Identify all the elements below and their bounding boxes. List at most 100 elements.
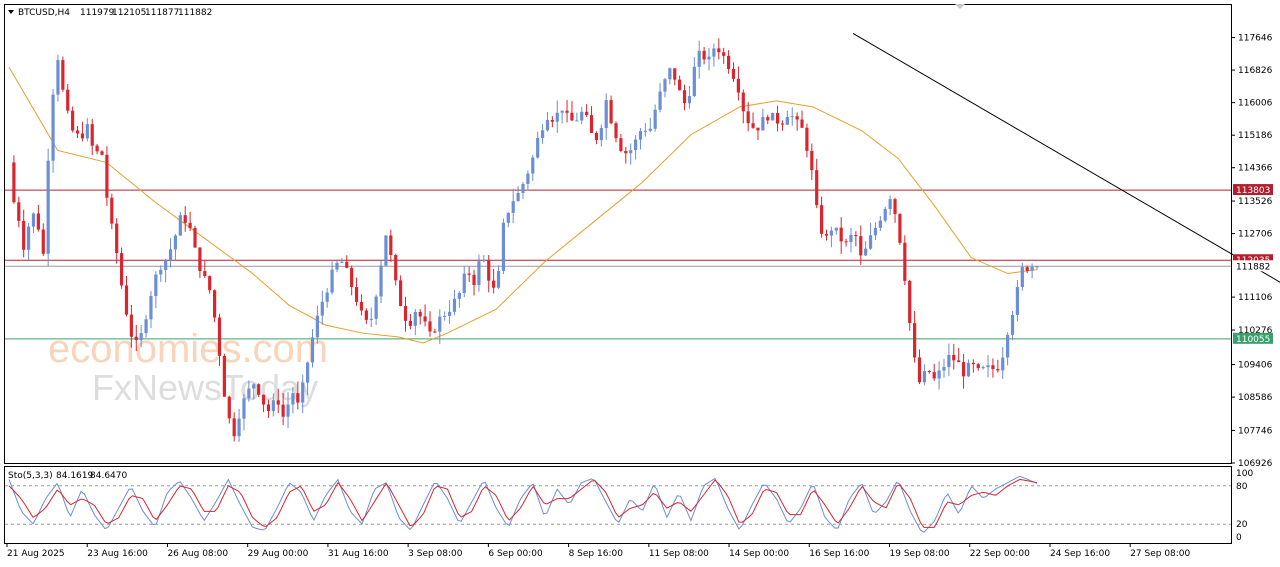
candle-body [80,133,85,139]
price-tick-label: 114366 [1238,164,1273,174]
candle-body [731,68,736,79]
price-tick-label: 106926 [1238,459,1273,469]
candle-body [599,127,603,141]
candle [614,121,618,143]
candle-body [922,371,927,383]
stochastic-signal-line [8,478,1038,528]
level-tag-support: 110055 [1233,332,1273,345]
time-tick-label: 11 Sep 08:00 [649,549,709,559]
ma-line [8,66,1038,344]
symbol-label: BTCUSD,H4 [18,8,70,18]
candle-body [976,364,980,369]
candle [604,93,608,140]
candle [555,100,559,133]
time-tick-label: 14 Sep 00:00 [729,549,789,559]
stochastic-tick-label: 0 [1236,533,1242,543]
candle-body [903,242,907,281]
candle-body [908,280,912,324]
high-value: 112105 [112,8,146,18]
candle-body [555,112,559,122]
candle-body [511,201,515,213]
candle-body [36,213,40,230]
candle [36,204,40,232]
time-tick-label: 6 Sep 00:00 [488,549,543,559]
candle [374,294,378,325]
close-value: 111882 [178,8,212,18]
candle-body [766,117,770,121]
candle-body [917,357,922,383]
trendline[interactable] [852,32,1280,364]
candle [354,277,359,306]
candle-body [913,323,917,358]
time-tick-label: 29 Aug 00:00 [248,549,309,559]
candle-body [22,220,26,250]
candle-body [697,50,701,67]
candle [717,38,721,60]
time-tick-label: 8 Sep 16:00 [569,549,624,559]
candle-body [159,269,163,275]
candle [722,47,726,64]
candle [663,77,667,98]
candle-body [394,255,398,281]
candle-body [986,365,990,368]
candle-body [966,362,971,377]
candle [966,359,971,378]
candle [668,67,672,85]
candle-body [110,197,114,224]
candle-body [981,367,985,369]
candle [472,269,476,296]
low-value: 111877 [145,8,179,18]
downtrend-line[interactable] [852,32,1280,364]
candle [164,258,168,283]
level-tag-box [1233,260,1273,272]
candle-body [961,362,966,377]
candle [986,354,990,378]
level-tag-label: 113803 [1236,186,1270,196]
candle-body [937,370,941,379]
candle [692,57,696,98]
candle [536,131,540,159]
candle [149,291,153,328]
level-tag-label: 110055 [1236,335,1270,345]
candle [144,315,148,338]
candle [981,365,985,370]
candle [540,124,545,144]
candle [619,134,623,153]
price-tick-label: 109406 [1238,361,1273,371]
candle-body [849,234,853,243]
candle-body [56,60,60,95]
candle [301,374,305,414]
candle [810,143,814,180]
candle [633,135,638,160]
candle [315,305,319,344]
candle-body [306,362,310,383]
candle-body [1030,266,1034,271]
candle [242,394,246,431]
candle [208,275,212,294]
price-tick-label: 107746 [1238,426,1273,436]
candle [31,212,36,233]
candle-body [266,404,271,412]
time-tick-label: 19 Sep 08:00 [890,549,950,559]
candle [56,54,60,102]
candle-body [942,367,946,371]
chart-menu-triangle-icon[interactable] [8,10,14,14]
candle-body [340,261,344,263]
candle-body [212,290,217,318]
candle-body [257,384,261,395]
candle-body [178,215,182,236]
candle-body [805,127,809,151]
candle [17,196,21,228]
candle-body [873,227,878,236]
candle-body [820,205,824,234]
candle [447,300,452,324]
scroll-marker-icon[interactable] [955,4,965,9]
level-tag-current: 111882 [1233,260,1273,272]
candle [12,155,16,204]
candle-body [492,280,496,288]
candle-body [134,336,138,341]
candle [599,124,603,147]
candle [227,395,231,424]
candle-body [26,226,31,250]
